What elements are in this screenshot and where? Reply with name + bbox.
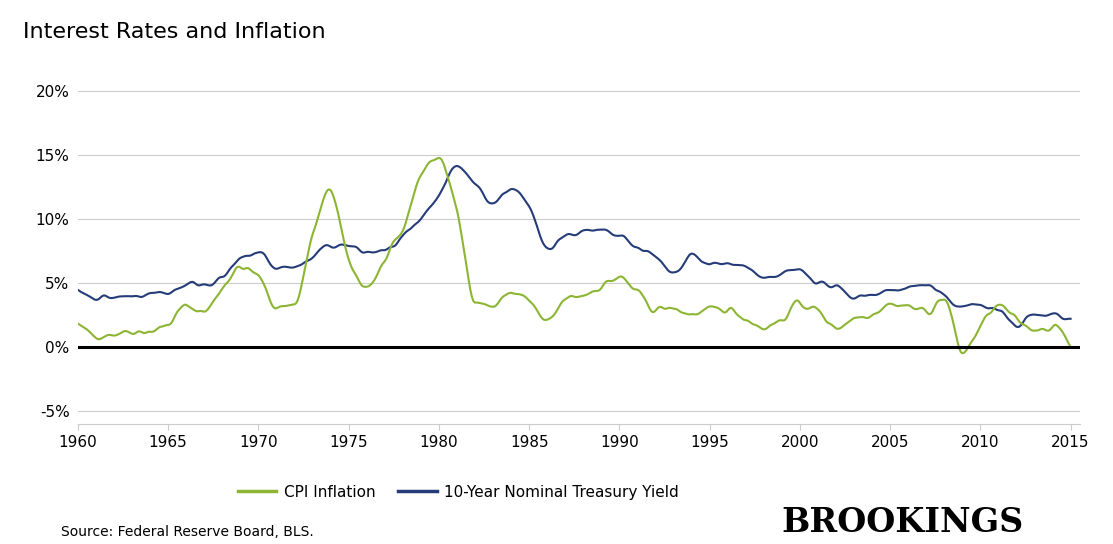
Text: Source: Federal Reserve Board, BLS.: Source: Federal Reserve Board, BLS.	[61, 524, 314, 539]
Legend: CPI Inflation, 10-Year Nominal Treasury Yield: CPI Inflation, 10-Year Nominal Treasury …	[232, 479, 686, 506]
Text: BROOKINGS: BROOKINGS	[781, 505, 1024, 539]
Text: Interest Rates and Inflation: Interest Rates and Inflation	[23, 22, 325, 42]
